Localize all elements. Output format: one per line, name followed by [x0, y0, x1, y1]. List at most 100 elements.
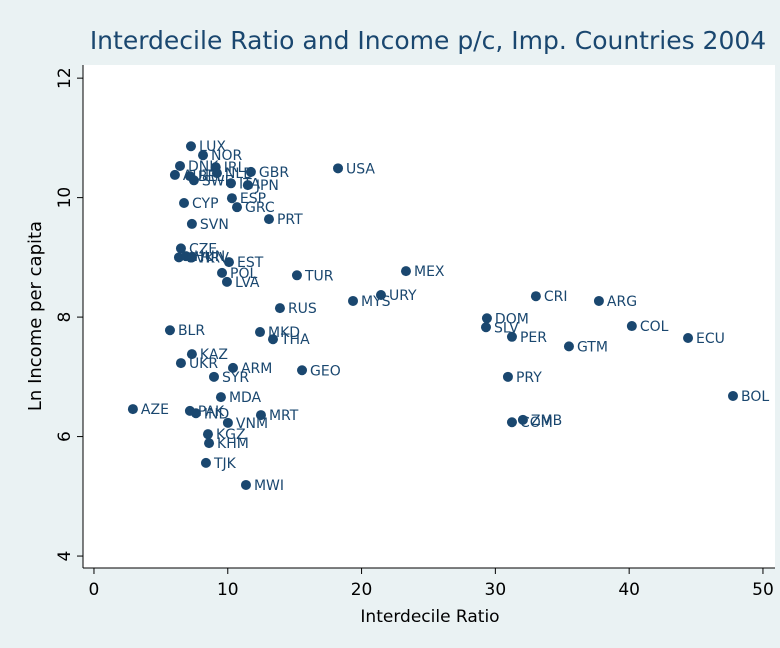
point [211, 168, 222, 179]
point-label: DOM [495, 311, 529, 327]
point [333, 163, 344, 174]
point [563, 341, 574, 352]
point-label: SVN [200, 217, 229, 233]
point [232, 202, 243, 213]
point-label: MEX [414, 264, 445, 280]
point-label: MYS [361, 294, 391, 310]
point-label: ZMB [531, 413, 562, 429]
point [297, 365, 308, 376]
point [348, 295, 359, 306]
point-label: MWI [254, 478, 284, 494]
point [188, 175, 199, 186]
point [291, 270, 302, 281]
point-label: PER [520, 330, 547, 346]
plot-area [83, 65, 775, 568]
point [225, 178, 236, 189]
y-tick-label: 12 [55, 67, 75, 89]
point-label: CRI [544, 289, 568, 305]
point [204, 438, 215, 449]
point-label: IRL [224, 160, 246, 176]
point-label: LVA [235, 275, 260, 291]
y-tick-label: 6 [55, 431, 75, 442]
point [227, 362, 238, 373]
point [200, 457, 211, 468]
point-label: PAK [198, 404, 225, 420]
point-label: TUR [304, 268, 334, 284]
point [506, 417, 517, 428]
point [267, 334, 278, 345]
point [480, 322, 491, 333]
point [222, 417, 233, 428]
point-label: MRT [269, 408, 299, 424]
point-label: GEO [310, 363, 341, 379]
x-tick-label: 10 [217, 580, 239, 600]
point [208, 371, 219, 382]
point-label: POL [230, 266, 257, 282]
point-label: SYR [222, 370, 249, 386]
point [255, 327, 266, 338]
point [593, 295, 604, 306]
point-label: GRC [245, 200, 275, 216]
point-label: NOR [211, 148, 242, 164]
point [186, 349, 197, 360]
point-label: MDA [229, 390, 262, 406]
point-label: USA [346, 161, 375, 177]
point-label: ESP [240, 191, 266, 207]
chart-title: Interdecile Ratio and Income p/c, Imp. C… [90, 26, 766, 55]
point [727, 390, 738, 401]
point [530, 291, 541, 302]
y-tick-label: 4 [55, 551, 75, 562]
point-label: EST [237, 255, 264, 271]
point [263, 214, 274, 225]
point [400, 266, 411, 277]
point [164, 325, 175, 336]
point [221, 276, 232, 287]
point-label: KGZ [216, 427, 246, 443]
y-tick-label: 10 [55, 187, 75, 209]
point-label: PRT [277, 212, 303, 228]
x-tick-label: 40 [618, 580, 640, 600]
point-label: GTM [577, 339, 608, 355]
point-label: IND [204, 406, 229, 422]
point [683, 333, 694, 344]
point [127, 404, 138, 415]
point-label: COL [640, 319, 669, 335]
x-tick-label: 30 [485, 580, 507, 600]
point-label: BOL [741, 389, 769, 405]
point [198, 150, 209, 161]
x-tick-label: 0 [89, 580, 100, 600]
point-label: THA [280, 332, 310, 348]
point [517, 414, 528, 425]
point [502, 371, 513, 382]
point [186, 218, 197, 229]
point-label: VNM [236, 416, 268, 432]
point-label: AZE [141, 402, 169, 418]
point-label: HRV [200, 250, 229, 266]
point [223, 257, 234, 268]
x-tick-label: 20 [351, 580, 373, 600]
point-label: KAZ [200, 347, 228, 363]
point [186, 252, 197, 263]
x-tick-label: 50 [752, 580, 774, 600]
point [175, 160, 186, 171]
point-label: COM [520, 415, 553, 431]
point [255, 410, 266, 421]
point [202, 429, 213, 440]
point [190, 408, 201, 419]
point-label: ECU [696, 331, 725, 347]
point-label: KHM [217, 436, 249, 452]
point [481, 313, 492, 324]
point-label: GBR [259, 165, 289, 181]
point-label: ARG [607, 294, 637, 310]
point [226, 193, 237, 204]
point-label: UKR [189, 356, 218, 372]
point-label: SWE [202, 173, 234, 189]
point-label: PRY [516, 370, 542, 386]
point [215, 392, 226, 403]
point-label: HUN [194, 249, 225, 265]
point [242, 180, 253, 191]
point [179, 197, 190, 208]
point [274, 303, 285, 314]
point [245, 166, 256, 177]
